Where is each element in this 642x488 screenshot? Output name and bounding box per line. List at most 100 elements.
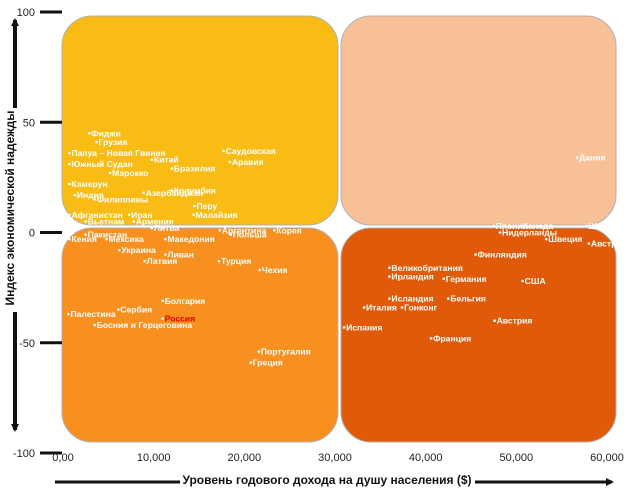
point-label: Япония <box>496 221 528 231</box>
data-point <box>150 226 154 230</box>
y-tick-label: 0 <box>29 228 35 240</box>
data-point <box>161 299 165 303</box>
data-point <box>228 160 232 164</box>
data-point <box>498 231 502 234</box>
data-point <box>492 224 495 228</box>
point-label: Чехия <box>262 265 288 275</box>
data-point <box>117 308 120 311</box>
quadrant-bottom-left <box>61 227 339 443</box>
point-label: Перу <box>196 201 217 211</box>
point-label: Сербия <box>120 305 152 315</box>
quadrant-top-right <box>340 15 617 226</box>
point-label: Мексика <box>109 234 144 244</box>
data-point <box>193 204 196 208</box>
data-point <box>521 279 524 283</box>
x-tick-label: 10,000 <box>137 452 171 464</box>
point-label: Франция <box>433 333 471 343</box>
data-point <box>170 167 174 170</box>
point-label: Босния и Герцеговина <box>97 320 193 330</box>
point-label: Аравия <box>232 157 264 167</box>
data-point <box>218 228 222 232</box>
point-label: Турция <box>221 256 251 266</box>
data-point <box>544 237 548 241</box>
x-tick-label: 50,000 <box>500 452 534 464</box>
data-point <box>442 277 446 281</box>
x-axis-ticks: 0,00 10,000 20,000 30,000 40,000 50,000 60,000 <box>52 452 624 464</box>
point-label: Пакистан <box>88 230 128 240</box>
data-point <box>95 140 98 144</box>
point-label: Саудовская <box>225 146 275 156</box>
data-point <box>587 242 591 245</box>
data-point <box>132 220 136 223</box>
data-point <box>87 131 91 135</box>
data-point <box>150 158 154 162</box>
point-label: Ливан <box>167 250 193 260</box>
data-point <box>447 297 450 300</box>
quadrant-bottom-right <box>340 227 617 443</box>
y-axis-title: Индекс экономической надежды <box>3 111 17 306</box>
data-point <box>249 361 252 364</box>
data-point <box>68 182 71 186</box>
point-label: Македония <box>167 234 214 244</box>
data-point <box>257 350 261 353</box>
y-tick-label: 100 <box>17 7 35 19</box>
data-point <box>127 213 131 217</box>
data-point <box>575 156 579 159</box>
x-axis-title: Уровень годового дохода на душу населени… <box>182 473 471 487</box>
data-point <box>164 253 167 256</box>
data-point <box>272 228 276 232</box>
data-point <box>388 266 391 270</box>
point-label: Литва <box>154 223 180 233</box>
point-label: Бельгия <box>450 294 486 304</box>
point-label: Испания <box>346 322 382 332</box>
data-point <box>519 224 523 228</box>
point-label: Камерун <box>71 179 107 189</box>
point-label: Швеция <box>548 234 582 244</box>
point-label: Болгария <box>165 296 206 306</box>
data-point <box>474 253 477 256</box>
point-label: Нидерланды <box>502 228 557 238</box>
point-label: Афганистан <box>71 210 123 220</box>
point-label: Польша <box>233 230 267 240</box>
point-label: Греция <box>253 358 283 368</box>
data-point <box>117 248 121 252</box>
point-label: Финляндия <box>478 250 527 260</box>
point-label: Корея <box>276 225 302 235</box>
point-label: Германия <box>446 274 487 284</box>
point-label: Италия <box>366 302 397 312</box>
data-point <box>192 213 195 217</box>
point-label: Австрия <box>497 316 533 326</box>
point-label: Малайзия <box>196 210 238 220</box>
point-label: Канада <box>523 221 554 231</box>
point-label: Вьетнам <box>88 216 125 226</box>
point-label: Папуа – Новая Гвинея <box>71 148 165 158</box>
point-label: Иран <box>131 210 152 220</box>
point-label: Колумбия <box>174 186 216 196</box>
data-point <box>217 259 221 263</box>
data-point <box>170 189 174 192</box>
data-point <box>73 193 77 197</box>
point-label: Россия <box>165 313 196 323</box>
point-label: Армения <box>136 216 174 226</box>
data-point <box>68 213 71 217</box>
point-label: Бразилия <box>174 164 216 174</box>
point-label: Индия <box>77 190 104 200</box>
x-tick-label: 40,000 <box>409 452 443 464</box>
point-label: Китай <box>154 155 179 165</box>
quadrant-backgrounds <box>61 15 617 443</box>
point-label: Латвия <box>147 256 178 266</box>
point-label: Швейцария <box>588 221 638 231</box>
point-label: Кения <box>71 234 97 244</box>
data-point <box>222 149 225 153</box>
data-point <box>400 306 404 309</box>
y-tick-label: -100 <box>13 448 35 460</box>
point-label: Фиджи <box>91 128 120 138</box>
data-point <box>362 306 366 309</box>
data-point <box>429 337 433 340</box>
x-tick-label: 60,000 <box>590 452 624 464</box>
point-label: Филиппины <box>97 194 149 204</box>
x-tick-label: 30,000 <box>318 452 352 464</box>
point-label: Украина <box>121 245 156 255</box>
